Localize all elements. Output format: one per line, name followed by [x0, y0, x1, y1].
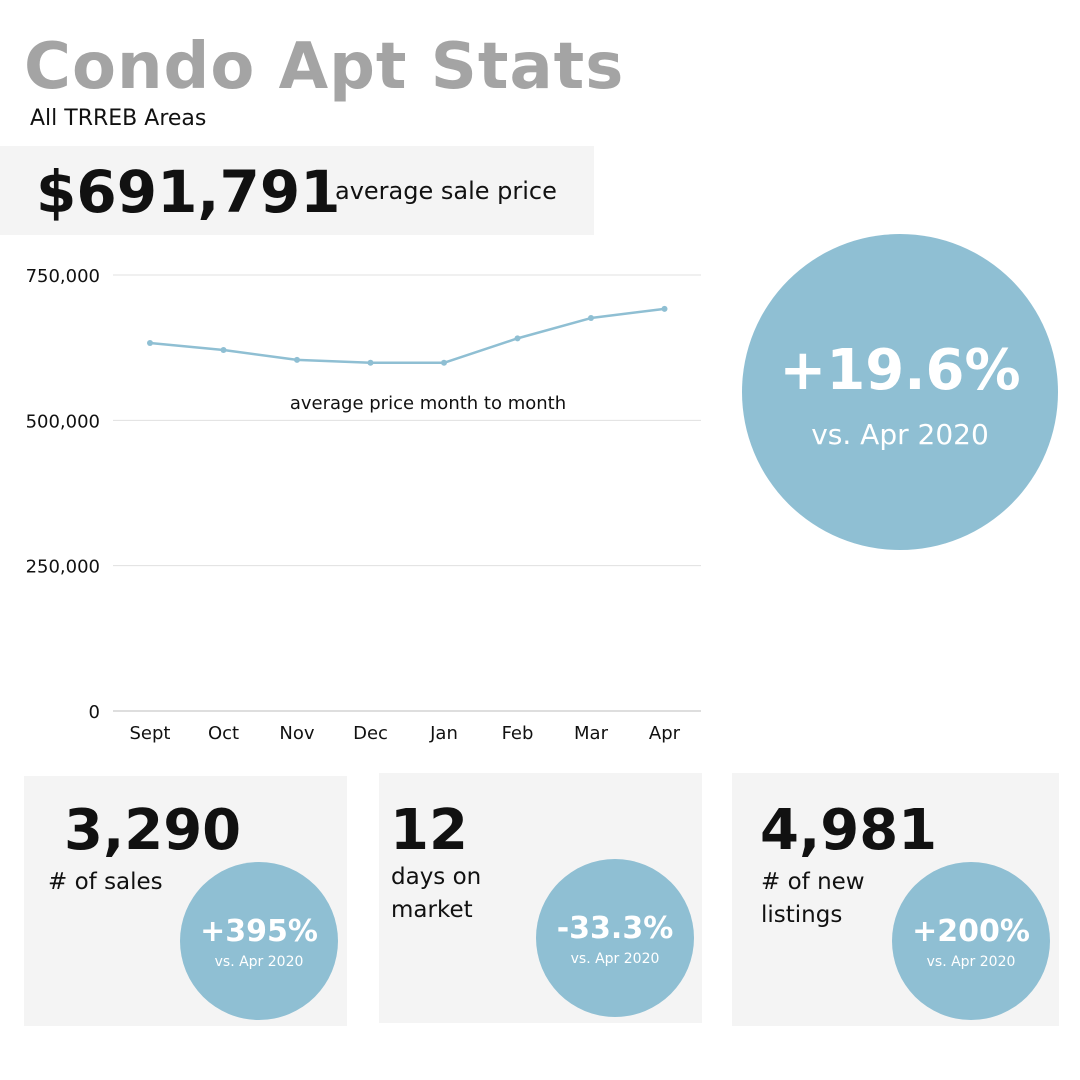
- days-on-market-label-line-2: market: [391, 897, 473, 923]
- days-on-market-label: days on market: [391, 861, 481, 927]
- data-point: [588, 315, 594, 322]
- sales-change-circle: +395% vs. Apr 2020: [180, 862, 338, 1020]
- y-tick-label: 750,000: [26, 266, 100, 287]
- data-point: [441, 359, 447, 366]
- chart-annotation: average price month to month: [290, 393, 566, 414]
- x-tick-label: Jan: [429, 723, 458, 744]
- x-tick-label: Apr: [649, 723, 681, 744]
- yoy-change-percent: +19.6%: [779, 338, 1021, 403]
- days-on-market-change-circle: -33.3% vs. Apr 2020: [536, 859, 694, 1017]
- y-tick-label: 0: [89, 702, 100, 723]
- page-subtitle: All TRREB Areas: [30, 106, 207, 131]
- page-title: Condo Apt Stats: [24, 30, 625, 104]
- yoy-change-circle: +19.6% vs. Apr 2020: [742, 234, 1058, 550]
- y-tick-label: 250,000: [26, 557, 100, 578]
- data-point: [514, 335, 521, 342]
- x-tick-label: Nov: [279, 723, 314, 744]
- sales-change-comparison: vs. Apr 2020: [214, 954, 304, 970]
- average-price-panel: [0, 146, 594, 235]
- x-tick-label: Mar: [574, 723, 609, 744]
- series-line: [148, 307, 666, 365]
- average-price-label: average sale price: [335, 177, 557, 205]
- x-tick-label: Oct: [208, 723, 239, 744]
- sales-change-percent: +395%: [200, 914, 318, 949]
- x-tick-label: Dec: [353, 723, 388, 744]
- data-point: [220, 346, 227, 353]
- sales-value: 3,290: [64, 798, 242, 863]
- sales-label: # of sales: [48, 866, 163, 899]
- new-listings-change-percent: +200%: [912, 914, 1030, 949]
- data-point: [147, 340, 153, 347]
- yoy-change-comparison: vs. Apr 2020: [811, 418, 989, 451]
- data-point: [294, 356, 300, 363]
- new-listings-change-comparison: vs. Apr 2020: [926, 954, 1016, 970]
- x-tick-label: Feb: [502, 723, 534, 744]
- sales-label-line: # of sales: [48, 869, 163, 895]
- new-listings-value: 4,981: [760, 798, 938, 863]
- new-listings-label-line-1: # of new: [761, 869, 865, 895]
- days-on-market-value: 12: [390, 798, 468, 863]
- days-on-market-change-comparison: vs. Apr 2020: [570, 951, 660, 967]
- days-on-market-change-percent: -33.3%: [556, 911, 674, 946]
- data-point: [661, 305, 668, 312]
- x-tick-label: Sept: [130, 723, 171, 744]
- y-tick-label: 500,000: [26, 411, 100, 432]
- new-listings-label: # of new listings: [761, 866, 865, 932]
- data-point: [367, 359, 374, 366]
- days-on-market-label-line-1: days on: [391, 864, 482, 890]
- new-listings-label-line-2: listings: [761, 902, 843, 928]
- average-price-line-chart: 0 250,000 500,000 750,000 Sept Oct Nov Dec Jan Fe…: [26, 266, 701, 744]
- average-price-value: $691,791: [36, 158, 341, 226]
- new-listings-change-circle: +200% vs. Apr 2020: [892, 862, 1050, 1020]
